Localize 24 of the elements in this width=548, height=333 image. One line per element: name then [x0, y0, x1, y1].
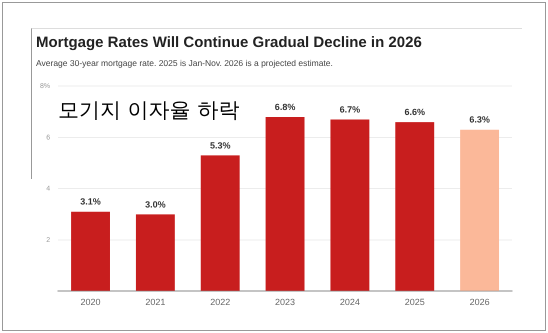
x-tick-label: 2020 [80, 297, 101, 308]
data-label: 6.3% [469, 114, 490, 125]
x-tick-label: 2022 [210, 297, 230, 308]
chart-title: Mortgage Rates Will Continue Gradual Decline in 2026 [36, 34, 422, 51]
bar [460, 130, 500, 291]
data-label: 3.1% [80, 196, 101, 207]
annotation: 모기지 이자율 하락 [58, 97, 240, 124]
x-tick-label: 2024 [340, 297, 360, 308]
chart-subtitle: Average 30-year mortgage rate. 2025 is Jan-Nov. 2026 is a projected estimate. [36, 58, 333, 68]
bar [266, 116, 305, 291]
x-tick-label: 2023 [275, 297, 296, 308]
x-tick-label: 2026 [470, 297, 490, 308]
bar [71, 212, 110, 291]
data-label: 3.0% [145, 199, 166, 210]
x-tick-label: 2025 [404, 297, 425, 308]
data-label: 6.8% [274, 102, 296, 112]
x-tick-label: 2021 [145, 297, 166, 308]
data-label: 5.3% [210, 140, 230, 150]
bar [200, 155, 240, 291]
data-label: 6.6% [404, 107, 425, 118]
bar [330, 120, 370, 291]
bar [136, 214, 175, 291]
data-label: 6.7% [340, 104, 360, 114]
bar [395, 122, 434, 291]
